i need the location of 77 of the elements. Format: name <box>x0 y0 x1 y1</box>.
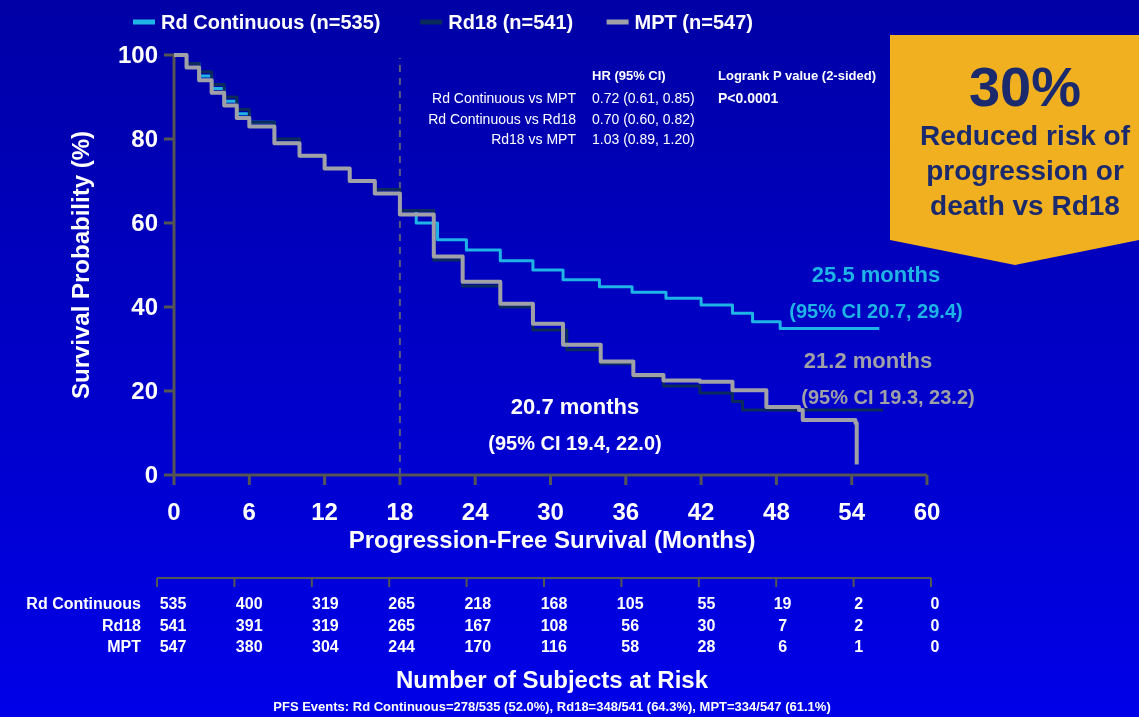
text: 400 <box>235 595 263 612</box>
legend-label: Rd18 (n=541) <box>448 11 574 33</box>
text: 391 <box>235 616 263 634</box>
text: 7 <box>778 616 788 634</box>
y-tick-label: 0 <box>144 461 158 488</box>
text: 541 <box>159 616 187 634</box>
y-tick-label: 40 <box>131 293 158 320</box>
text: 6 <box>778 638 788 655</box>
x-axis-title: Progression-Free Survival (Months) <box>348 526 756 553</box>
annotation: (95% CI 19.3, 23.2) <box>801 386 975 408</box>
text: 265 <box>388 595 416 612</box>
text: 0 <box>930 616 940 634</box>
x-tick-label: 0 <box>167 498 181 525</box>
text: 380 <box>235 638 263 655</box>
text: 30% <box>968 55 1082 118</box>
text: Rd18 <box>101 616 142 634</box>
x-tick-label: 6 <box>242 498 256 525</box>
text: 1 <box>854 638 864 655</box>
text: 56 <box>621 616 640 634</box>
annotation: 25.5 months <box>811 262 941 287</box>
text: 19 <box>773 595 792 612</box>
text: 304 <box>312 638 339 655</box>
annotation: Rd Continuous vs Rd18 <box>428 110 577 127</box>
text: PFS Events: Rd Continuous=278/535 (52.0%), Rd18=348/541 (64.3%), MPT=334/547 (61.1%) <box>273 699 831 714</box>
y-tick-label: 80 <box>131 125 158 152</box>
annotation: P<0.0001 <box>718 90 779 106</box>
annotation: 1.03 (0.89, 1.20) <box>592 131 695 147</box>
text: 244 <box>388 638 416 655</box>
text: 319 <box>312 616 339 634</box>
annotation: HR (95% CI) <box>592 68 666 83</box>
text: 167 <box>464 616 492 634</box>
text: 105 <box>616 595 644 612</box>
y-tick-label: 20 <box>131 377 158 404</box>
text: 2 <box>854 595 864 612</box>
annotation: 20.7 months <box>510 394 640 419</box>
x-tick-label: 36 <box>612 498 640 525</box>
text: 2 <box>854 616 864 634</box>
legend-label: MPT (n=547) <box>634 11 753 33</box>
text: 218 <box>464 595 492 612</box>
y-axis-title: Survival Probability (%) <box>67 130 94 400</box>
x-tick-label: 30 <box>537 498 564 525</box>
text: 319 <box>312 595 339 612</box>
text: 28 <box>697 638 716 655</box>
annotation: 0.72 (0.61, 0.85) <box>592 90 695 106</box>
legend-label: Rd Continuous (n=535) <box>161 11 381 33</box>
annotation: (95% CI 19.4, 22.0) <box>488 432 662 454</box>
text: MPT <box>107 638 142 655</box>
text: 0 <box>930 638 940 655</box>
text: 547 <box>159 638 187 655</box>
annotation: 0.70 (0.60, 0.82) <box>592 110 695 127</box>
y-tick-label: 60 <box>131 209 158 236</box>
x-tick-label: 12 <box>311 498 338 525</box>
annotation: Rd18 vs MPT <box>491 131 577 147</box>
text: 168 <box>540 595 568 612</box>
annotation: 21.2 months <box>803 348 933 373</box>
x-tick-label: 48 <box>763 498 790 525</box>
x-tick-label: 60 <box>913 498 941 525</box>
text: 30 <box>697 616 716 634</box>
x-tick-label: 24 <box>461 498 490 525</box>
text: 170 <box>464 638 492 655</box>
annotation: Rd Continuous vs MPT <box>432 90 577 106</box>
annotation: Reduced risk of progression or death vs Rd18 <box>919 120 1131 221</box>
annotation: Logrank P value (2-sided) <box>718 68 876 83</box>
x-tick-label: 42 <box>687 498 715 525</box>
text: 108 <box>540 616 568 634</box>
text: Number of Subjects at Risk <box>395 666 709 693</box>
text: 265 <box>388 616 416 634</box>
text: 55 <box>697 595 716 612</box>
text: Rd Continuous <box>26 595 142 612</box>
y-tick-label: 100 <box>117 41 158 68</box>
text: 116 <box>541 638 568 655</box>
x-tick-label: 18 <box>386 498 414 525</box>
text: 0 <box>930 595 940 612</box>
annotation: (95% CI 20.7, 29.4) <box>789 300 963 322</box>
text: 535 <box>159 595 187 612</box>
x-tick-label: 54 <box>838 498 866 525</box>
text: 58 <box>621 638 640 655</box>
